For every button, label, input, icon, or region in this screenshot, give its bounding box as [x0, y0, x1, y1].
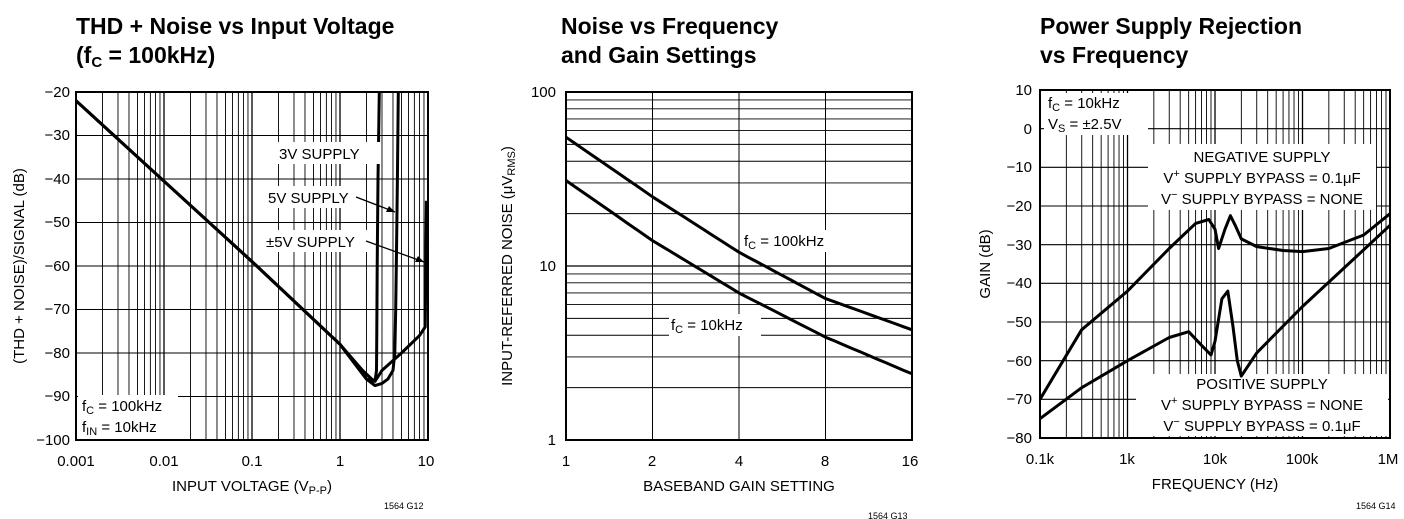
thd-label-5v-bg [266, 186, 362, 208]
psr-ytick-3: −20 [1007, 198, 1032, 215]
noise-series-10khz [565, 179, 913, 376]
thd-arrowhead-pm5v [415, 256, 424, 262]
psr-condition-fc: fC = 10kHz [1048, 95, 1120, 114]
thd-condition-fin: fIN = 10kHz [82, 419, 157, 438]
psr-xtick-4: 1M [1378, 451, 1399, 468]
psr-positive-label-bg [1136, 374, 1388, 436]
thd-xtick-4: 10 [418, 453, 435, 470]
psr-xtick-3: 100k [1286, 451, 1319, 468]
thd-ytick-6: −80 [45, 345, 70, 362]
psr-series-negative-supply [1038, 212, 1391, 401]
noise-xtick-2: 4 [735, 453, 743, 470]
psr-ytick-1: 0 [1024, 121, 1032, 138]
psr-conditions-bg [1044, 93, 1148, 135]
psr-plot-frame [1039, 89, 1391, 439]
thd-xtick-0: 0.001 [57, 453, 95, 470]
noise-series-100khz [565, 135, 913, 332]
noise-plot-frame [565, 91, 913, 441]
noise-xtick-3: 8 [821, 453, 829, 470]
psr-xtick-2: 10k [1203, 451, 1228, 468]
psr-tick-labels: 0.1k 1k 10k 100k 1M 10 0 −10 −20 −30 −40… [1007, 82, 1399, 468]
psr-xtick-0: 0.1k [1026, 451, 1055, 468]
thd-ytick-2: −40 [45, 171, 70, 188]
thd-label-5v: 5V SUPPLY [268, 190, 349, 207]
psr-ytick-2: −10 [1007, 159, 1032, 176]
psr-chart: Power Supply Rejection vs Frequency 0.1k… [977, 13, 1398, 511]
noise-xtick-0: 1 [562, 453, 570, 470]
psr-positive-title: POSITIVE SUPPLY [1196, 376, 1327, 393]
thd-arrow-pm5v [365, 240, 425, 263]
noise-title-line1: Noise vs Frequency [561, 13, 779, 39]
thd-x-axis-label: INPUT VOLTAGE (VP-P) [172, 478, 332, 497]
thd-tick-labels: 0.001 0.01 0.1 1 10 −20 −30 −40 −50 −60 … [36, 84, 434, 470]
psr-negative-line1: V+ SUPPLY BYPASS = 0.1μF [1163, 168, 1360, 187]
psr-negative-title: NEGATIVE SUPPLY [1194, 149, 1331, 166]
noise-figure-code: 1564 G13 [868, 511, 908, 519]
thd-label-3v: 3V SUPPLY [279, 146, 360, 163]
thd-label-pm5v: ±5V SUPPLY [266, 234, 355, 251]
noise-grid [565, 92, 913, 441]
thd-xtick-2: 0.1 [242, 453, 263, 470]
psr-ytick-9: −80 [1007, 430, 1032, 447]
noise-ytick-2: 1 [548, 432, 556, 449]
thd-xtick-1: 0.01 [149, 453, 178, 470]
thd-ytick-7: −90 [45, 388, 70, 405]
thd-condition-fc: fC = 100kHz [82, 398, 162, 417]
noise-label-10k: fC = 10kHz [671, 317, 743, 336]
noise-xtick-4: 16 [902, 453, 919, 470]
psr-ytick-0: 10 [1015, 82, 1032, 99]
psr-condition-vs: VS = ±2.5V [1048, 116, 1122, 135]
thd-xtick-3: 1 [336, 453, 344, 470]
thd-chart: THD + Noise vs Input Voltage (fC = 100kH… [11, 13, 434, 511]
noise-chart: Noise vs Frequency and Gain Settings 1 2… [499, 13, 918, 519]
psr-ytick-5: −40 [1007, 275, 1032, 292]
psr-series [1038, 212, 1392, 420]
noise-y-axis-label: INPUT-REFERRED NOISE (μVRMS) [499, 146, 518, 386]
psr-x-axis-label: FREQUENCY (Hz) [1152, 476, 1278, 493]
thd-ytick-4: −60 [45, 258, 70, 275]
psr-title-line2: vs Frequency [1040, 42, 1188, 68]
noise-tick-labels: 1 2 4 8 16 100 10 1 [531, 84, 918, 470]
noise-label-100k: fC = 100kHz [744, 233, 824, 252]
psr-ytick-4: −30 [1007, 237, 1032, 254]
psr-series-positive-supply [1039, 224, 1392, 420]
thd-title-line1: THD + Noise vs Input Voltage [76, 13, 394, 39]
thd-arrowhead-5v [386, 206, 395, 212]
psr-xtick-1: 1k [1119, 451, 1135, 468]
psr-figure-code: 1564 G14 [1356, 501, 1396, 511]
thd-ytick-5: −70 [45, 301, 70, 318]
psr-ytick-8: −70 [1007, 391, 1032, 408]
thd-label-pm5v-bg [264, 230, 372, 252]
psr-positive-line2: V− SUPPLY BYPASS = 0.1μF [1163, 416, 1360, 435]
psr-positive-line1: V+ SUPPLY BYPASS = NONE [1161, 395, 1363, 414]
psr-title-line1: Power Supply Rejection [1040, 13, 1302, 39]
noise-title-line2: and Gain Settings [561, 42, 757, 68]
thd-figure-code: 1564 G12 [384, 501, 424, 511]
thd-label-3v-bg [276, 142, 380, 164]
noise-label-100k-bg [742, 230, 838, 252]
noise-label-10k-bg [669, 314, 761, 336]
thd-ytick-8: −100 [36, 432, 70, 449]
thd-y-axis-label: (THD + NOISE)/SIGNAL (dB) [11, 168, 28, 364]
thd-ytick-3: −50 [45, 214, 70, 231]
thd-ytick-0: −20 [45, 84, 70, 101]
noise-x-axis-label: BASEBAND GAIN SETTING [643, 478, 835, 495]
thd-conditions-bg [78, 395, 178, 439]
psr-y-axis-label: GAIN (dB) [977, 229, 994, 298]
psr-negative-label-bg [1148, 144, 1376, 210]
thd-ytick-1: −30 [45, 127, 70, 144]
noise-ytick-1: 10 [539, 258, 556, 275]
noise-ytick-0: 100 [531, 84, 556, 101]
thd-plot-frame [75, 91, 429, 441]
psr-ytick-6: −50 [1007, 314, 1032, 331]
psr-ytick-7: −60 [1007, 353, 1032, 370]
psr-negative-line2: V− SUPPLY BYPASS = NONE [1161, 189, 1363, 208]
thd-series [74, 91, 428, 388]
noise-xtick-1: 2 [648, 453, 656, 470]
thd-title-line2: (fC = 100kHz) [76, 42, 215, 71]
thd-series-pm5v [74, 99, 428, 383]
noise-series [565, 135, 913, 376]
